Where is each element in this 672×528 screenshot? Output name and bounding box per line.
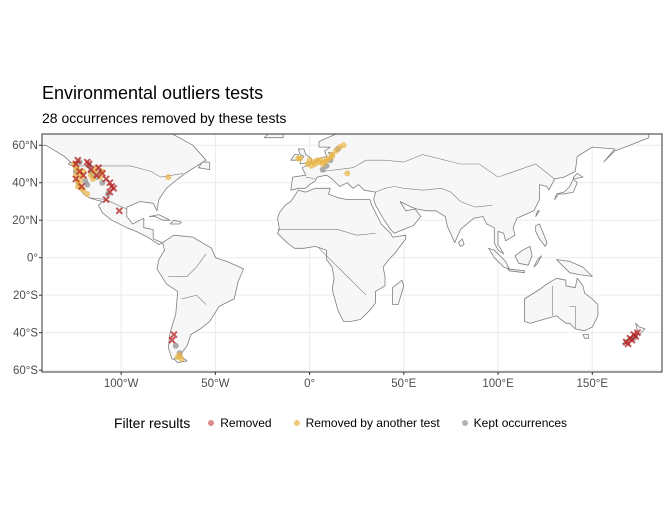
legend: Filter results Removed Removed by anothe… xyxy=(114,415,567,431)
country-border xyxy=(168,253,207,277)
landmass-philippines xyxy=(535,223,548,247)
landmass-hispaniola xyxy=(169,219,182,225)
legend-key-removed xyxy=(208,420,215,426)
y-tick-label: 60°S xyxy=(13,365,38,377)
point-removed-by-another-test xyxy=(84,190,91,197)
y-tick-label: 20°N xyxy=(12,215,38,227)
landmass-borneo xyxy=(514,246,533,266)
legend-item-kept: Kept occurrences xyxy=(458,416,567,430)
point-removed xyxy=(624,340,632,348)
point-removed xyxy=(87,165,95,174)
landmass-iceland xyxy=(264,134,284,139)
point-kept-occurrences xyxy=(319,166,326,173)
occurrence-points xyxy=(71,142,642,362)
landmass-tasmania xyxy=(582,334,589,339)
landmass-africa xyxy=(277,187,407,322)
point-removed xyxy=(98,169,107,178)
legend-label-kept: Kept occurrences xyxy=(473,416,568,430)
point-removed xyxy=(168,336,176,344)
point-removed xyxy=(106,188,114,196)
landmass-cuba xyxy=(149,214,171,221)
landmass-new-guinea xyxy=(556,259,593,277)
y-tick-label: 20°S xyxy=(13,290,38,302)
legend-label-removed-by-another-test: Removed by another test xyxy=(305,416,440,430)
plot-border xyxy=(41,133,663,373)
point-removed xyxy=(633,328,642,337)
country-border xyxy=(320,154,555,180)
x-tick-label: 100°E xyxy=(482,378,514,390)
country-border xyxy=(89,197,127,210)
point-removed xyxy=(631,332,640,341)
x-tick-label: 0° xyxy=(304,378,315,390)
point-kept-occurrences xyxy=(172,342,179,349)
point-removed xyxy=(75,167,84,176)
landmass-sri-lanka xyxy=(458,238,465,247)
point-removed xyxy=(102,195,110,204)
point-removed xyxy=(74,156,82,164)
point-removed-by-another-test xyxy=(165,174,172,181)
country-border xyxy=(569,306,576,329)
point-removed xyxy=(115,207,123,215)
legend-item-removed: Removed xyxy=(204,416,272,430)
point-removed xyxy=(170,330,178,339)
y-axis: 60°N 40°N 20°N 0° 20°S 40°S 60°S xyxy=(12,140,42,377)
country-border xyxy=(318,248,367,296)
country-border xyxy=(305,176,316,180)
point-removed-by-another-test xyxy=(332,147,339,154)
x-tick-label: 150°E xyxy=(577,378,609,390)
y-tick-label: 40°S xyxy=(13,328,38,340)
point-removed xyxy=(102,175,110,183)
point-removed-by-another-test xyxy=(178,355,185,362)
y-tick-label: 60°N xyxy=(12,140,38,152)
country-border xyxy=(181,294,207,305)
point-removed xyxy=(92,171,101,179)
landmass-japan xyxy=(554,178,578,200)
y-tick-label: 0° xyxy=(27,253,38,265)
land-masses xyxy=(42,134,650,363)
landmass-hokkaido xyxy=(573,173,584,180)
country-border xyxy=(277,229,376,236)
landmass-sulawesi xyxy=(533,255,542,268)
landmass-newfoundland xyxy=(198,161,211,170)
landmass-java xyxy=(507,268,525,274)
point-removed-by-another-test xyxy=(297,155,304,162)
landmass-new-zealand-north xyxy=(635,322,646,335)
x-tick-label: 50°W xyxy=(201,378,229,390)
point-removed-by-another-test xyxy=(340,142,347,149)
point-removed xyxy=(94,164,103,172)
legend-item-removed-by-another-test: Removed by another test xyxy=(290,416,440,430)
point-kept-occurrences xyxy=(82,177,89,184)
country-border xyxy=(375,186,493,208)
point-removed-by-another-test xyxy=(329,153,336,160)
legend-title: Filter results xyxy=(114,415,191,431)
point-removed xyxy=(72,160,80,168)
point-removed xyxy=(85,160,93,168)
x-axis: 100°W 50°W 0° 50°E 100°E 150°E xyxy=(104,372,608,390)
point-removed xyxy=(77,182,86,191)
x-tick-label: 50°E xyxy=(391,378,416,390)
point-removed xyxy=(72,175,80,183)
point-removed-by-another-test xyxy=(344,170,351,177)
legend-key-kept xyxy=(461,420,468,426)
landmass-australia xyxy=(524,277,599,332)
chart-subtitle: 28 occurrences removed by these tests xyxy=(42,110,287,126)
point-removed-by-another-test xyxy=(304,160,311,167)
legend-label-removed: Removed xyxy=(220,416,272,430)
x-tick-label: 100°W xyxy=(104,378,139,390)
landmass-south-america xyxy=(156,234,244,362)
legend-key-removed-by-another-test xyxy=(293,420,300,426)
landmass-madagascar xyxy=(392,279,405,305)
y-tick-label: 40°N xyxy=(12,178,38,190)
landmass-taiwan xyxy=(535,210,540,217)
chart-title: Environmental outliers tests xyxy=(42,83,264,103)
